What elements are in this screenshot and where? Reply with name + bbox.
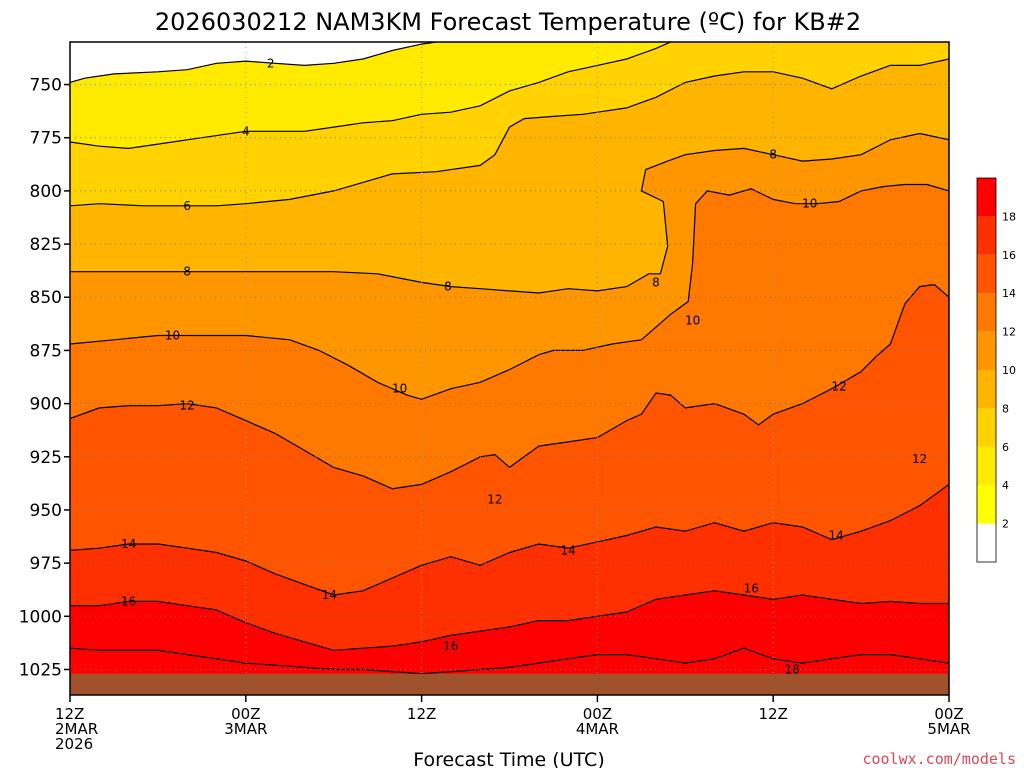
isotherm-2 [70, 42, 437, 83]
plot-frame [69, 41, 950, 696]
isotherm-label-12: 12 [487, 492, 502, 506]
y-tick-label-950: 950 [30, 501, 62, 521]
x-tick-label-60-0: 00Z [934, 705, 963, 723]
isotherm-label-10: 10 [802, 197, 817, 211]
isotherm-label-10: 10 [165, 329, 180, 343]
y-tick-label-775: 775 [30, 129, 62, 149]
colorbar-swatch-3 [977, 408, 996, 447]
isotherm-14 [70, 483, 949, 596]
credit-text: coolwx.com/models [862, 750, 1016, 768]
x-tick-label-0-0: 12Z [55, 705, 84, 723]
isotherm-label-8: 8 [183, 265, 191, 279]
y-tick-label-1000: 1000 [19, 607, 62, 627]
isotherm-label-4: 4 [242, 124, 250, 138]
isotherm-6 [70, 58, 949, 207]
isotherm-label-16: 16 [443, 639, 458, 653]
colorbar-label-14: 14 [1002, 287, 1016, 300]
colorbar-label-6: 6 [1002, 441, 1009, 454]
y-tick-label-800: 800 [30, 182, 62, 202]
isotherm-16 [70, 590, 949, 651]
band-2-4 [70, 42, 671, 149]
x-tick-label-36-0: 00Z [583, 705, 612, 723]
isotherm-labels: 2 4 6 8 8 8 8 10 10 10 10 12 12 12 12 14 14 14 14 16 16 16 18 [121, 56, 927, 676]
x-tick-label-24-0: 12Z [407, 705, 436, 723]
y-tick-label-975: 975 [30, 554, 62, 574]
colorbar-label-2: 2 [1002, 518, 1009, 531]
isotherm-4 [70, 42, 671, 150]
isotherm-label-12: 12 [912, 452, 927, 466]
colorbar-swatch-4 [977, 370, 996, 409]
band-below-2 [70, 42, 437, 83]
y-axis: 750 775 800 825 850 875 900 925 950 975 1000 1025 [19, 76, 70, 680]
y-tick-label-850: 850 [30, 288, 62, 308]
colorbar-label-4: 4 [1002, 479, 1009, 492]
y-tick-label-875: 875 [30, 341, 62, 361]
isotherm-label-16: 16 [744, 582, 759, 596]
isotherm-lines [70, 42, 949, 675]
colorbar-swatch-2 [977, 446, 996, 486]
isotherm-label-6: 6 [183, 199, 191, 213]
isotherm-label-14: 14 [829, 528, 844, 542]
isotherm-12 [70, 283, 949, 490]
y-tick-label-925: 925 [30, 448, 62, 468]
isotherm-label-8: 8 [444, 280, 452, 294]
isotherm-label-14: 14 [560, 543, 575, 557]
x-tick-label-0-1: 2MAR [55, 720, 98, 738]
colorbar-swatch-0 [977, 523, 996, 562]
isotherm-label-8: 8 [769, 148, 777, 162]
ground-surface [70, 673, 949, 695]
x-tick-label-48-0: 12Z [759, 705, 788, 723]
y-tick-label-1025: 1025 [19, 660, 62, 680]
isotherm-label-10: 10 [685, 314, 700, 328]
isotherm-label-12: 12 [831, 380, 846, 394]
x-tick-label-12-1: 3MAR [224, 720, 267, 738]
colorbar-swatch-6 [977, 293, 996, 332]
isotherm-label-14: 14 [322, 588, 337, 602]
isotherm-10 [70, 183, 949, 400]
isotherm-label-14: 14 [121, 537, 136, 551]
colorbar-swatch-1 [977, 485, 996, 524]
colorbar: 2 4 6 8 10 12 14 16 18 [976, 177, 1016, 563]
colorbar-swatch-9 [977, 178, 996, 217]
isotherm-label-16: 16 [121, 594, 136, 608]
y-tick-label-825: 825 [30, 235, 62, 255]
x-axis-label: Forecast Time (UTC) [413, 749, 604, 768]
y-tick-label-900: 900 [30, 395, 62, 415]
colorbar-swatch-5 [977, 331, 996, 370]
colorbar-swatch-7 [977, 254, 996, 294]
x-tick-label-12-0: 00Z [231, 705, 260, 723]
y-tick-label-750: 750 [30, 76, 62, 96]
isotherm-label-2: 2 [267, 56, 275, 70]
x-tick-label-60-1: 5MAR [927, 720, 970, 738]
chart-title: 2026030212 NAM3KM Forecast Temperature (… [155, 8, 861, 36]
isotherm-8 [70, 132, 949, 294]
temperature-bands [70, 42, 949, 695]
colorbar-label-8: 8 [1002, 402, 1009, 415]
colorbar-swatch-8 [977, 216, 996, 255]
x-tick-label-36-1: 4MAR [576, 720, 619, 738]
colorbar-label-18: 18 [1002, 210, 1016, 223]
isotherm-label-12: 12 [180, 399, 195, 413]
colorbar-label-12: 12 [1002, 326, 1016, 339]
isotherm-18 [70, 647, 949, 675]
x-tick-label-0-2: 2026 [55, 735, 93, 753]
isotherm-label-10: 10 [392, 382, 407, 396]
colorbar-label-16: 16 [1002, 249, 1016, 262]
colorbar-label-10: 10 [1002, 364, 1016, 377]
isotherm-label-18: 18 [785, 662, 800, 676]
isotherm-label-8: 8 [652, 275, 660, 289]
colorbar-border [976, 177, 997, 563]
